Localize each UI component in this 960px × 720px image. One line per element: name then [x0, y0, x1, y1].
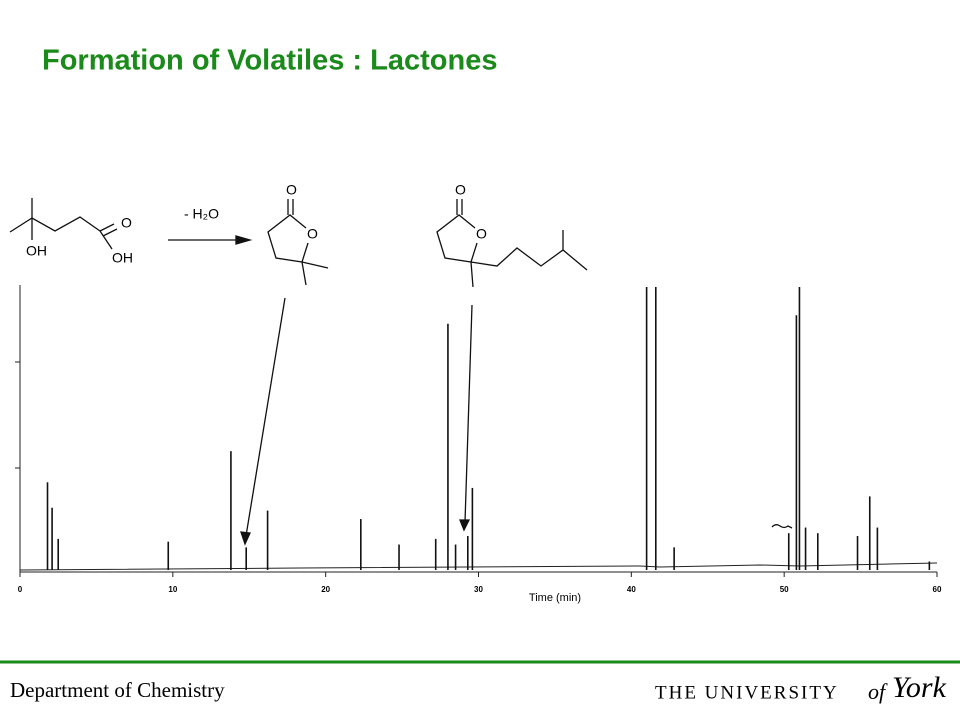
atom-label: O [286, 182, 297, 198]
ring [436, 214, 478, 263]
pointer [464, 304, 473, 523]
x-tick-label: 10 [168, 585, 177, 594]
bond [301, 261, 329, 269]
arrow-head [459, 519, 471, 532]
bond [9, 216, 101, 233]
atom-label: O [121, 215, 132, 231]
x-axis-label: Time (min) [529, 592, 581, 604]
atom-label: O [455, 182, 466, 198]
reaction-scheme: O OH OH - H₂O O O O O [9, 182, 793, 546]
atom-label: OH [26, 243, 47, 259]
x-tick-label: 50 [780, 585, 789, 594]
x-tick-label: 30 [474, 585, 483, 594]
bond [470, 261, 474, 288]
reagent: - H₂O [184, 206, 219, 222]
atom-label: O [476, 226, 487, 242]
department: Department of Chemistry [10, 678, 225, 702]
university-name: THE UNIVERSITY [655, 682, 839, 703]
x-tick-label: 40 [627, 585, 636, 594]
university-of: of [868, 679, 888, 704]
slide-title: Formation of Volatiles : Lactones [42, 45, 497, 77]
arrow-head [235, 235, 253, 245]
bond [99, 230, 113, 250]
bond [301, 261, 307, 286]
bracket [771, 524, 793, 529]
x-tick-label: 0 [18, 585, 23, 594]
ring [267, 214, 309, 263]
university-york: York [892, 671, 947, 704]
x-tick-label: 60 [933, 585, 942, 594]
atom-label: O [307, 226, 318, 242]
bond [102, 228, 118, 237]
bond [99, 223, 115, 232]
atom-label: OH [112, 250, 133, 266]
x-tick-label: 20 [321, 585, 330, 594]
arrow-head [240, 531, 251, 546]
pointer [245, 297, 286, 537]
bond [470, 247, 588, 271]
